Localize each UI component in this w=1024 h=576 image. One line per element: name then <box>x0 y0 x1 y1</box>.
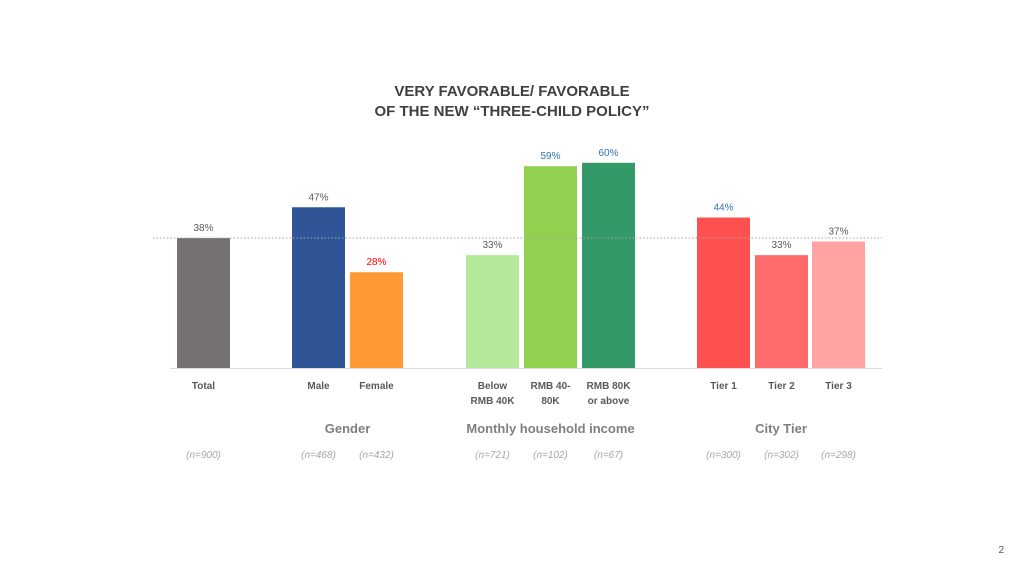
data-label: 33% <box>482 240 502 251</box>
category-label: RMB 80K <box>587 381 632 392</box>
group-label: City Tier <box>755 421 807 436</box>
data-label: 44% <box>713 203 733 214</box>
data-label: 38% <box>193 223 213 234</box>
data-label: 47% <box>308 192 328 203</box>
group-label: Gender <box>325 421 371 436</box>
sample-size-label: (n=900) <box>186 450 221 461</box>
bar-tier-2 <box>755 255 808 368</box>
bar-rmb-40-80k <box>524 166 577 368</box>
data-label: 28% <box>366 257 386 268</box>
category-label: Tier 2 <box>768 381 795 392</box>
category-label: or above <box>588 396 630 407</box>
page-number: 2 <box>998 545 1004 556</box>
category-label: Male <box>307 381 330 392</box>
category-label: Tier 3 <box>825 381 852 392</box>
category-label: RMB 40- <box>530 381 570 392</box>
group-label: Monthly household income <box>466 421 634 436</box>
sample-size-label: (n=300) <box>706 450 741 461</box>
chart-title-line: OF THE NEW “THREE-CHILD POLICY” <box>375 103 650 120</box>
data-label: 59% <box>540 151 560 162</box>
sample-size-label: (n=302) <box>764 450 799 461</box>
bar-tier-3 <box>812 241 865 368</box>
category-label: Below <box>478 381 508 392</box>
bar-male <box>292 207 345 368</box>
category-label: Total <box>192 381 215 392</box>
sample-size-label: (n=298) <box>821 450 856 461</box>
data-label: 37% <box>828 226 848 237</box>
chart-title-line: VERY FAVORABLE/ FAVORABLE <box>394 83 629 100</box>
bar-below-rmb-40k <box>466 255 519 368</box>
sample-size-label: (n=102) <box>533 450 568 461</box>
sample-size-label: (n=432) <box>359 450 394 461</box>
sample-size-label: (n=468) <box>301 450 336 461</box>
data-label: 60% <box>598 148 618 159</box>
data-label: 33% <box>771 240 791 251</box>
bar-rmb-80k-or-above <box>582 162 635 368</box>
category-label: RMB 40K <box>471 396 516 407</box>
sample-size-label: (n=67) <box>594 450 623 461</box>
category-label: Tier 1 <box>710 381 737 392</box>
bar-female <box>350 272 403 368</box>
sample-size-label: (n=721) <box>475 450 510 461</box>
bar-total <box>177 238 230 368</box>
bar-tier-1 <box>697 217 750 368</box>
category-label: 80K <box>541 396 560 407</box>
category-label: Female <box>359 381 394 392</box>
